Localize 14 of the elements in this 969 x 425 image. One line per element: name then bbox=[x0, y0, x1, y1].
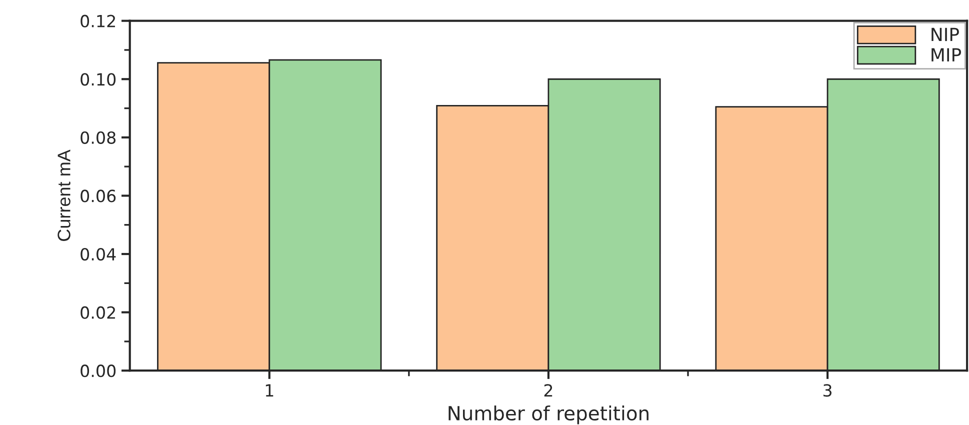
y-tick-label: 0.06 bbox=[80, 190, 116, 202]
y-tick-label: 0.00 bbox=[80, 364, 116, 378]
y-axis-title: Current mA bbox=[58, 150, 70, 241]
y-tick-label: 0.10 bbox=[80, 73, 116, 86]
y-tick-label: 0.08 bbox=[80, 131, 116, 144]
x-tick-label: 1 bbox=[266, 384, 274, 396]
y-tick-label: 0.12 bbox=[80, 14, 115, 28]
legend-label: NIP bbox=[932, 28, 959, 42]
y-tick-label: 0.04 bbox=[80, 248, 116, 261]
y-tick-label: 0.02 bbox=[80, 306, 115, 319]
x-tick-label: 2 bbox=[544, 384, 552, 396]
x-axis-title: Number of repetition bbox=[448, 405, 648, 424]
legend-label: MIP bbox=[932, 48, 962, 62]
x-tick-label: 3 bbox=[823, 384, 832, 397]
